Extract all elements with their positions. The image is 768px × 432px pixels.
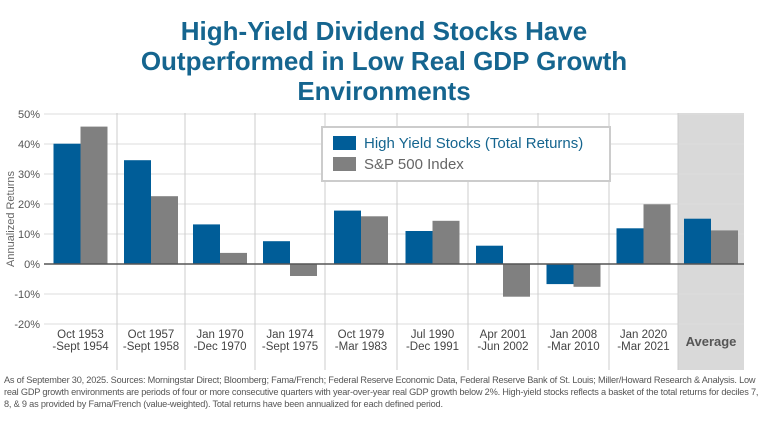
- y-axis-label: Annualized Returns: [5, 171, 17, 268]
- bar-high-yield: [405, 231, 433, 264]
- bar-high-yield: [124, 160, 151, 264]
- bar-chart: 50% 40% 30% 20% 10% 0% -10% -20% Annualized Retu…: [5, 109, 744, 370]
- bar-sp500: [290, 264, 317, 276]
- bar-high-yield: [334, 210, 361, 264]
- x-tick-label: -Sept 1954: [52, 341, 109, 353]
- y-tick-label: 0%: [24, 259, 40, 271]
- legend-label: High Yield Stocks (Total Returns): [364, 135, 583, 152]
- x-tick-label: Jan 1970: [196, 329, 243, 341]
- bar-sp500: [573, 264, 601, 287]
- x-tick-label: -Dec 1991: [406, 341, 459, 353]
- y-tick-label: 30%: [18, 169, 40, 181]
- bar-high-yield: [53, 143, 81, 264]
- x-tick-label: Oct 1957: [128, 329, 175, 341]
- y-tick-label: 50%: [18, 109, 40, 121]
- footnote: As of September 30, 2025. Sources: Morni…: [4, 375, 759, 409]
- legend-label: S&P 500 Index: [364, 156, 464, 173]
- chart-title: High-Yield Dividend Stocks Have Outperfo…: [140, 16, 628, 106]
- legend: [321, 126, 611, 182]
- bar-high-yield: [616, 228, 644, 264]
- y-tick-label: 20%: [18, 199, 40, 211]
- x-tick-label: Jan 1974: [266, 329, 314, 341]
- y-tick-label: 10%: [18, 229, 40, 241]
- bar-sp500: [80, 126, 108, 264]
- x-tick-label: -Dec 1970: [193, 341, 246, 353]
- y-tick-label: 40%: [18, 139, 40, 151]
- bar-high-yield: [546, 264, 574, 285]
- x-tick-label: Jan 2020: [620, 329, 667, 341]
- bar-high-yield: [263, 241, 290, 264]
- x-tick-label: -Jun 2002: [477, 341, 528, 353]
- legend-swatch: [333, 157, 356, 171]
- bar-sp500: [432, 220, 460, 264]
- bar-sp500: [711, 230, 738, 264]
- x-tick-label: Apr 2001: [480, 329, 527, 341]
- x-tick-label: -Mar 1983: [335, 341, 387, 353]
- x-tick-label: Oct 1979: [338, 329, 385, 341]
- legend-swatch: [333, 136, 356, 150]
- bar-sp500: [361, 216, 388, 264]
- bar-sp500: [220, 252, 247, 264]
- x-tick-label: Oct 1953: [57, 329, 104, 341]
- bar-high-yield: [193, 224, 220, 264]
- x-tick-label: Jul 1990: [411, 329, 454, 341]
- x-tick-label: -Mar 2021: [617, 341, 669, 353]
- y-tick-label: -10%: [14, 289, 40, 301]
- x-tick-label: -Sept 1958: [123, 341, 179, 353]
- x-tick-label: Average: [686, 334, 737, 349]
- bar-sp500: [151, 196, 178, 264]
- x-tick-label: -Mar 2010: [547, 341, 599, 353]
- bar-high-yield: [684, 218, 711, 264]
- y-tick-label: -20%: [14, 319, 40, 331]
- x-tick-label: Jan 2008: [550, 329, 597, 341]
- x-tick-label: -Sept 1975: [262, 341, 318, 353]
- bar-high-yield: [476, 245, 503, 264]
- bar-sp500: [643, 204, 671, 264]
- bar-sp500: [503, 264, 530, 297]
